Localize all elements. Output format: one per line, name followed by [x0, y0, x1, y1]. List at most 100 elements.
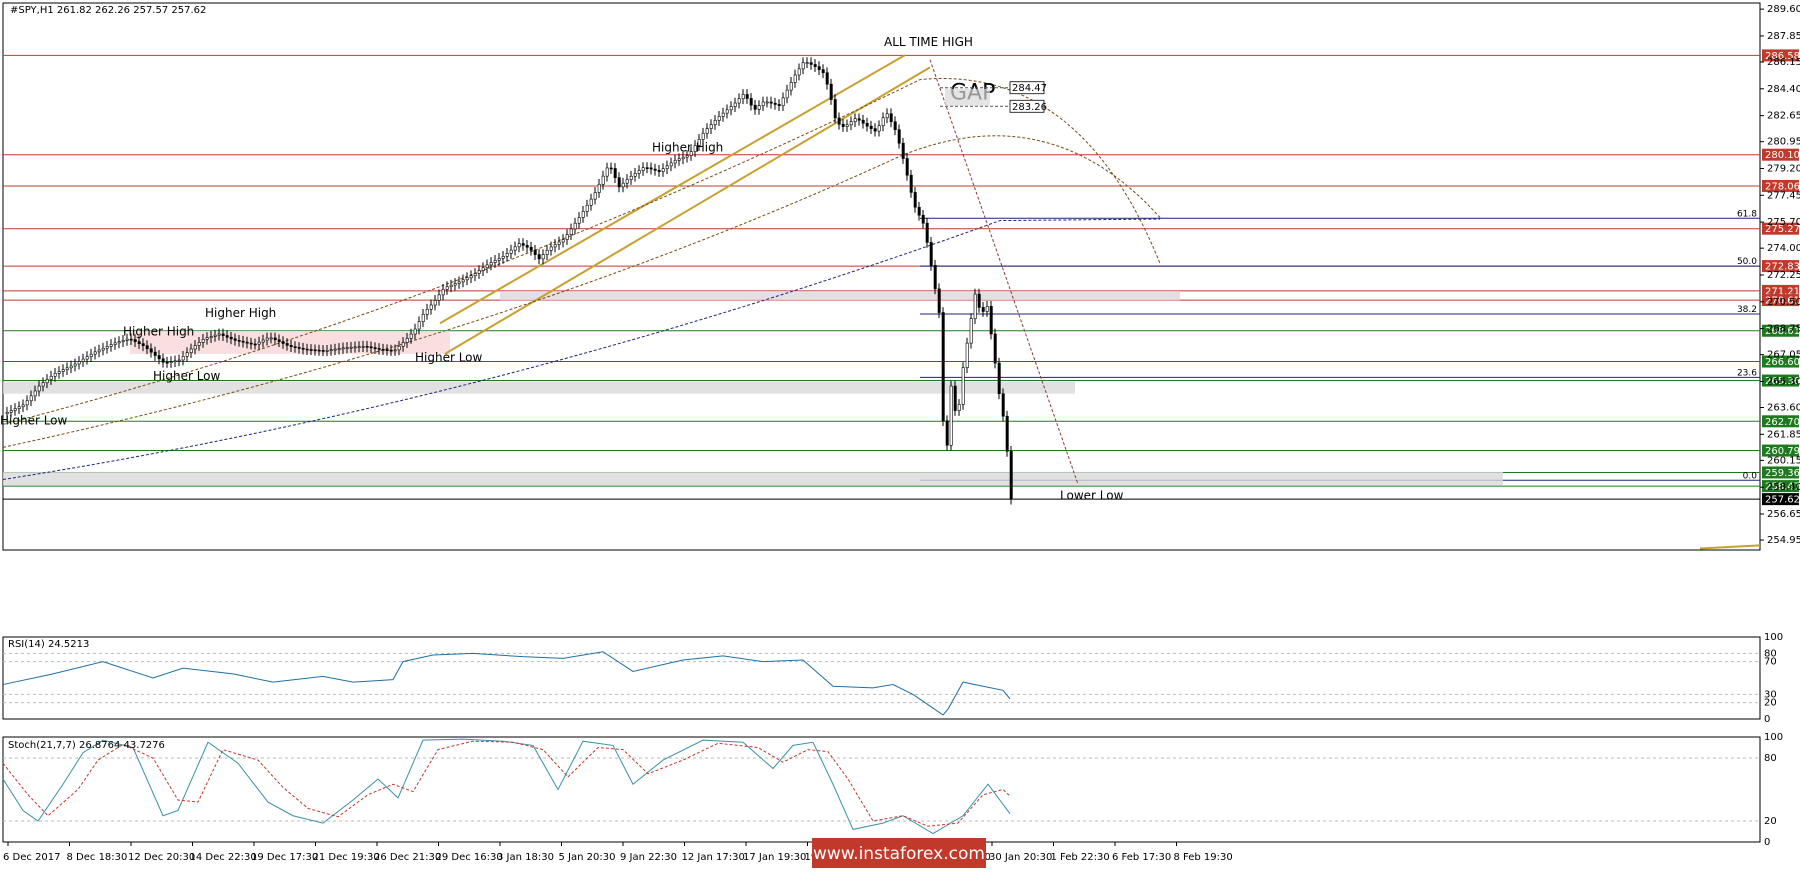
fib-label: 61.8 — [1737, 209, 1757, 219]
price-level-label: 268.61 — [1765, 326, 1800, 337]
x-tick-label: 1 Feb 22:30 — [1051, 852, 1110, 863]
gap-price-label: 284.47 — [1012, 83, 1047, 94]
candle-body — [973, 293, 977, 319]
candle-body — [561, 239, 565, 243]
candle-body — [537, 254, 541, 260]
candle-body — [285, 343, 289, 346]
candle-body — [877, 125, 881, 132]
support-zone — [3, 471, 1503, 486]
candle-body — [629, 175, 633, 180]
candle-body — [401, 342, 405, 347]
candle-body — [825, 72, 829, 85]
candle-body — [469, 275, 473, 279]
candle-body — [389, 349, 393, 352]
channel-lower — [444, 66, 931, 355]
resistance-zone — [500, 291, 1180, 301]
y-tick-label: 272.25 — [1767, 270, 1800, 281]
candle-body — [69, 365, 73, 369]
candle-body — [985, 306, 989, 312]
candle-body — [653, 168, 657, 171]
candle-body — [913, 192, 917, 208]
stoch-tick-label: 20 — [1764, 816, 1777, 827]
price-level-label: 270.61 — [1765, 296, 1800, 307]
candle-body — [741, 94, 745, 100]
candle-body — [665, 165, 669, 169]
price-level-tag — [1762, 355, 1799, 368]
candle-body — [301, 347, 305, 350]
rsi-line — [2, 651, 1011, 716]
candle-body — [433, 300, 437, 306]
candle-body — [869, 125, 873, 129]
x-tick-label: 8 Dec 18:30 — [67, 852, 128, 863]
candle-body — [673, 160, 677, 164]
price-level-tag — [1762, 444, 1799, 457]
fib-label: 50.0 — [1737, 257, 1757, 267]
candle-body — [601, 175, 605, 185]
gap-price-box — [1009, 81, 1045, 95]
candle-body — [265, 337, 269, 341]
x-tick-label: 6 Feb 17:30 — [1112, 852, 1171, 863]
candle-body — [769, 101, 773, 104]
candle-body — [349, 346, 353, 349]
candle-body — [9, 410, 13, 413]
price-level-label: 258.47 — [1765, 482, 1800, 493]
candle-body — [229, 336, 233, 340]
candle-body — [829, 83, 833, 100]
candle-body — [49, 375, 53, 380]
price-level-tag — [1762, 294, 1799, 307]
y-tick-label: 265.30 — [1767, 376, 1800, 387]
candle-body — [93, 351, 97, 355]
candle-body — [489, 262, 493, 266]
price-level-tag — [1762, 260, 1799, 273]
candle-body — [949, 385, 953, 446]
main-pane — [2, 2, 1761, 551]
candle-body — [237, 340, 241, 342]
candle-body — [273, 337, 277, 341]
candle-body — [29, 395, 33, 402]
candle-body — [745, 94, 749, 99]
price-level-tag — [1762, 480, 1799, 493]
y-tick-label: 275.70 — [1767, 217, 1800, 228]
candle-body — [553, 244, 557, 248]
candle-body — [809, 62, 813, 65]
y-tick-label: 289.60 — [1767, 4, 1800, 15]
x-tick-label: 8 Feb 19:30 — [1174, 852, 1233, 863]
candle-body — [157, 355, 161, 360]
candle-body — [937, 288, 941, 313]
candle-body — [705, 128, 709, 134]
candle-body — [57, 371, 61, 374]
fib-label: 38.2 — [1737, 305, 1757, 315]
candle-body — [617, 177, 621, 188]
candle-body — [777, 104, 781, 106]
candle-body — [625, 179, 629, 184]
candle-body — [25, 400, 29, 406]
candle-body — [645, 167, 649, 169]
candle-body — [721, 112, 725, 117]
candle-body — [161, 358, 165, 363]
rsi-tick-label: 0 — [1764, 714, 1770, 725]
rsi-tick-label: 80 — [1764, 648, 1777, 659]
price-level-tag — [1762, 284, 1799, 297]
zones-layer — [3, 291, 1503, 486]
candle-body — [333, 348, 337, 351]
candle-body — [505, 253, 509, 257]
candle-body — [313, 349, 317, 352]
price-level-label: 280.10 — [1765, 150, 1800, 161]
x-tick-label: 6 Dec 2017 — [3, 852, 61, 863]
candle-body — [5, 411, 9, 414]
candle-body — [353, 346, 357, 349]
candle-body — [269, 337, 273, 340]
price-level-label: 262.70 — [1765, 417, 1800, 428]
fib-label: 0.0 — [1743, 471, 1758, 481]
candle-body — [773, 102, 777, 105]
annotation: Higher High — [205, 306, 276, 320]
candle-body — [61, 369, 65, 372]
price-level-tag — [1762, 415, 1799, 428]
candle-body — [517, 243, 521, 248]
candle-body — [729, 106, 733, 111]
price-level-tag — [1762, 179, 1799, 192]
candle-body — [997, 362, 1001, 395]
gap-price-label: 283.26 — [1012, 102, 1047, 113]
candle-body — [77, 361, 81, 365]
candle-body — [85, 356, 89, 360]
